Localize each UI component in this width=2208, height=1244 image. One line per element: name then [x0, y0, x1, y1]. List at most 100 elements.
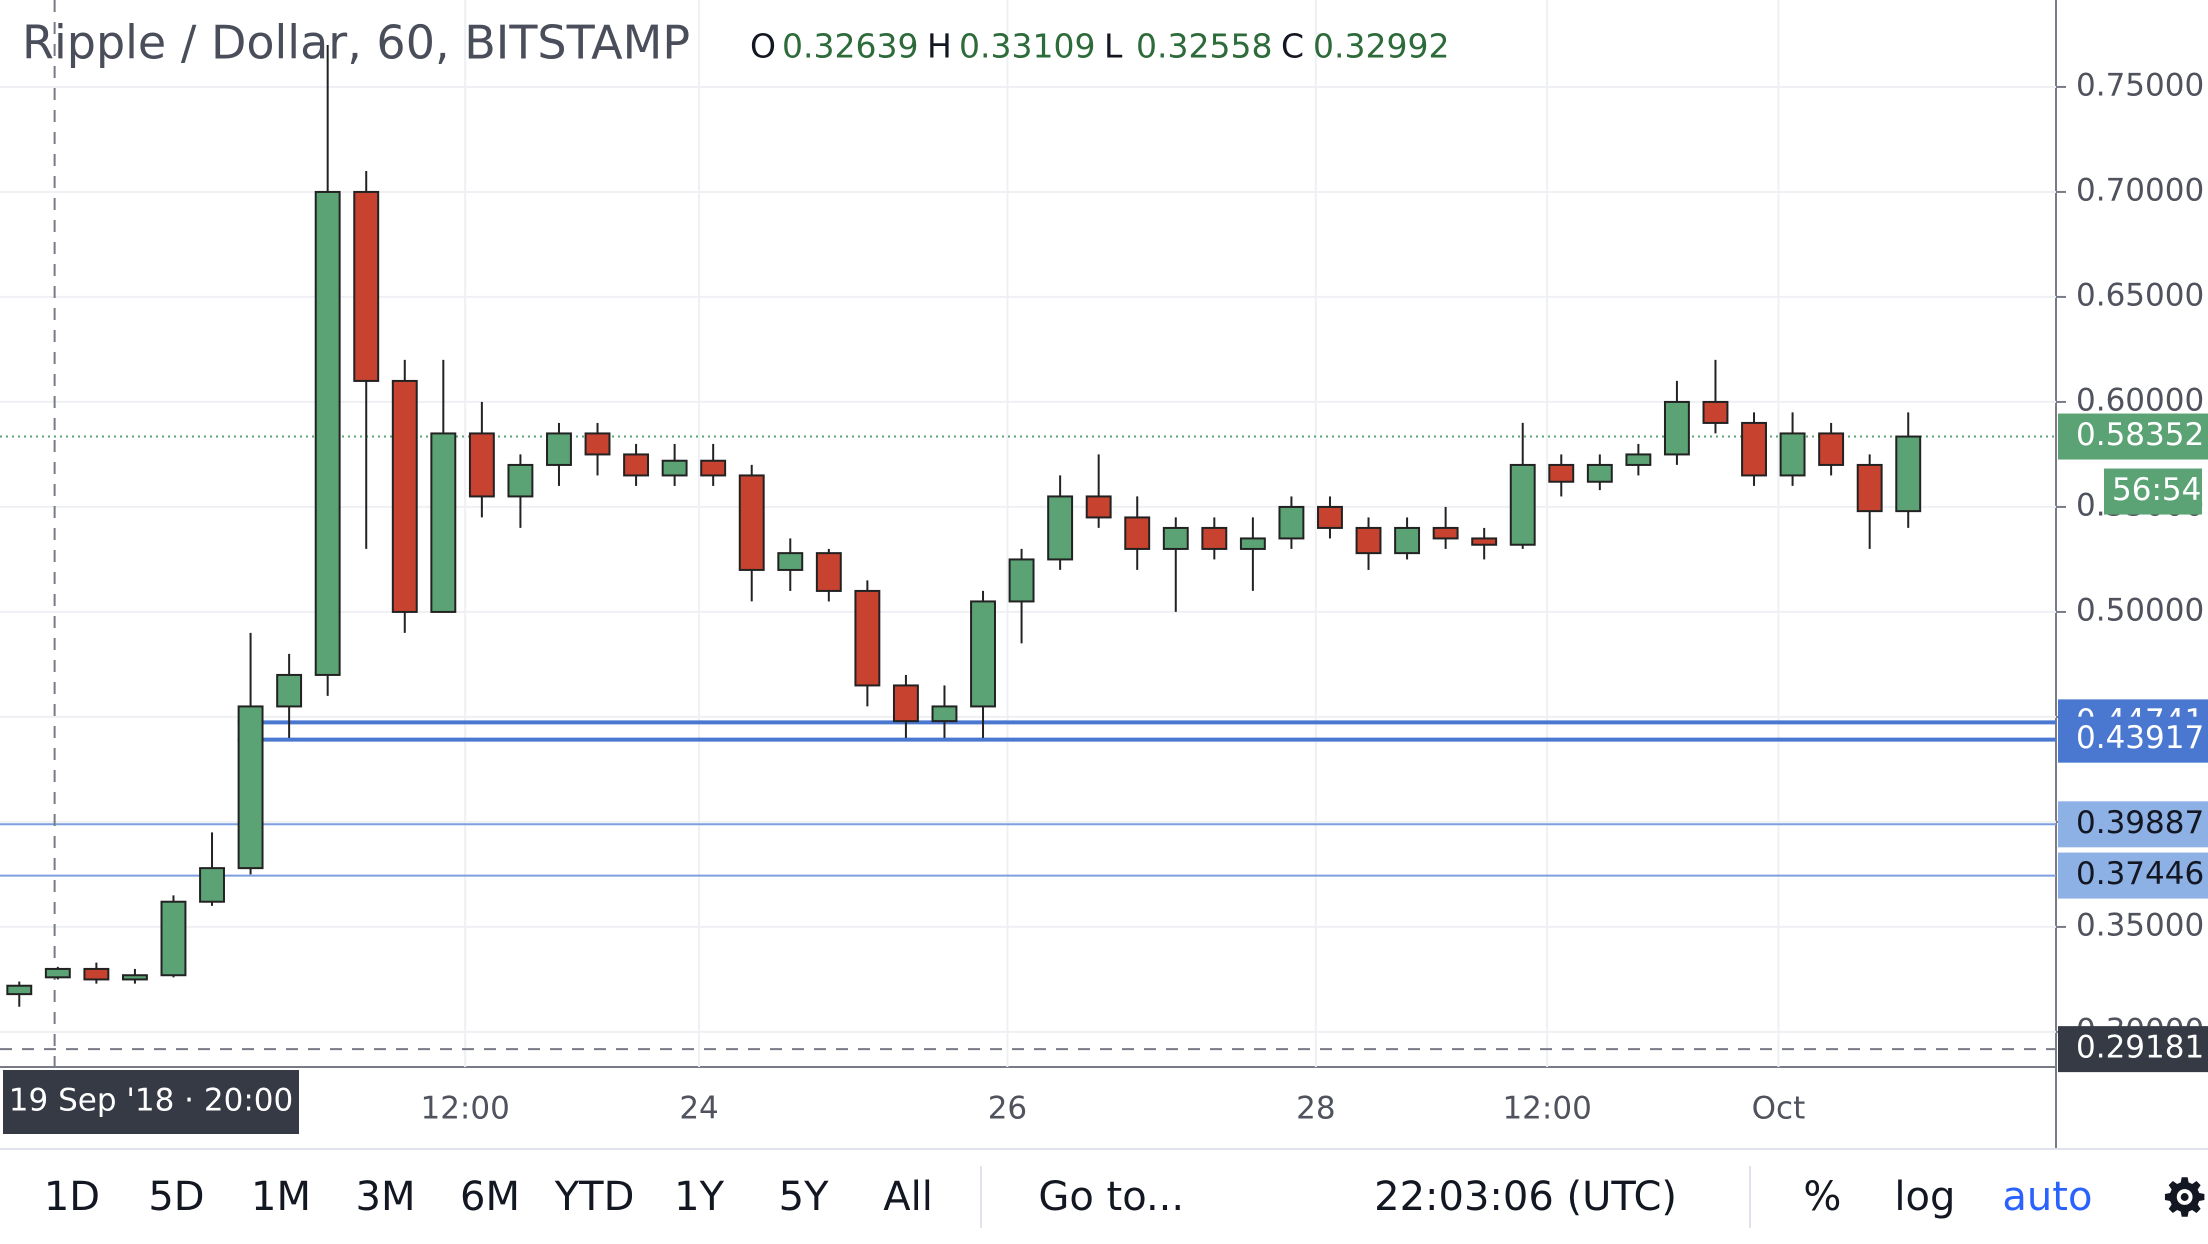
range-button[interactable]: 5Y: [778, 1174, 829, 1220]
candle-body: [276, 673, 303, 708]
candle-body: [970, 600, 996, 708]
candle-body: [1702, 400, 1729, 424]
range-button[interactable]: 1D: [43, 1174, 101, 1220]
clock: 22:03:06 (UTC): [1374, 1174, 1677, 1220]
option-button[interactable]: %: [1803, 1174, 1842, 1220]
ohlc-label: H: [927, 27, 952, 66]
last-price-label-bg: [2058, 413, 2208, 460]
candle-body: [584, 432, 611, 456]
candle-body: [353, 190, 380, 382]
candle-body: [1586, 463, 1613, 483]
candle-body: [314, 190, 341, 676]
x-tick-label: 24: [679, 1091, 718, 1127]
candle-body: [1741, 421, 1767, 477]
candle-body: [1625, 453, 1652, 466]
x-tick-label: 12:00: [1502, 1091, 1591, 1127]
candle-body: [1317, 505, 1343, 529]
x-tick-label: 12:00: [420, 1091, 509, 1127]
candle-body: [1201, 526, 1228, 550]
candle-body: [6, 984, 33, 996]
option-button[interactable]: auto: [2002, 1174, 2093, 1220]
candle-body: [700, 459, 727, 477]
candle-body: [1432, 526, 1459, 540]
candle-body: [1047, 495, 1074, 561]
x-tick-label: 28: [1296, 1091, 1335, 1127]
candle-body: [1355, 526, 1382, 555]
candle-body: [1471, 537, 1498, 546]
range-button[interactable]: YTD: [554, 1174, 635, 1220]
y-tick-label: 0.60000: [2076, 382, 2204, 418]
option-button[interactable]: log: [1894, 1174, 1956, 1220]
candle-body: [430, 432, 457, 613]
candle-body: [391, 379, 418, 613]
level-label-bg: [2058, 801, 2208, 848]
x-tick-label: Oct: [1752, 1091, 1806, 1127]
chart: 12:00 24 26 28 12:00 Oct 0.75000 0.70000 0.65000…: [0, 0, 2208, 1148]
candle-body: [546, 432, 572, 466]
chart-title: Ripple / Dollar, 60, BITSTAMP: [22, 16, 690, 70]
x-tick-label: 26: [988, 1091, 1027, 1127]
candle-body: [83, 967, 110, 981]
level-label: 0.39887: [2076, 805, 2204, 841]
candle-body: [892, 684, 919, 723]
candle-body: [1548, 463, 1575, 483]
toolbar: 1D 5D 1M 3M 6M YTD 1Y 5Y All Go to... 22:03:06 (UT…: [0, 1148, 2208, 1244]
range-button[interactable]: 6M: [460, 1174, 521, 1220]
range-button[interactable]: 3M: [355, 1174, 416, 1220]
y-tick-label: 0.75000: [2076, 67, 2204, 103]
candle-body: [1779, 432, 1806, 477]
y-tick-label: 0.70000: [2076, 172, 2204, 208]
ohlc-value: 0.32558: [1136, 27, 1272, 66]
candle-body: [199, 867, 225, 903]
candle-body: [237, 705, 264, 870]
candle-body: [1818, 432, 1845, 466]
crosshair-price-label: 0.29181: [2076, 1030, 2204, 1066]
candle-body: [815, 552, 842, 592]
crosshair-price-label-bg: [2058, 1026, 2208, 1073]
candle-body: [1085, 495, 1112, 519]
candle-body: [507, 463, 534, 498]
countdown-bg: [2104, 468, 2202, 515]
y-tick-label: 0.50000: [2076, 592, 2204, 628]
last-price-label: 0.58352: [2076, 417, 2204, 453]
candle-body: [121, 974, 148, 981]
candle-body: [1394, 526, 1421, 555]
crosshair-time-label: 19 Sep '18 · 20:00: [9, 1083, 293, 1119]
ohlc-value: 0.32992: [1313, 27, 1449, 66]
level-label-bg: [2058, 716, 2208, 763]
candle-body: [1162, 526, 1189, 550]
y-tick-label: 0.65000: [2076, 277, 2204, 313]
candle-body: [160, 900, 187, 977]
level-label: 0.37446: [2076, 856, 2204, 892]
candle-body: [661, 459, 688, 477]
separator: [1749, 1166, 1752, 1228]
candle-body: [44, 967, 71, 979]
countdown: 56:54: [2112, 472, 2201, 508]
ohlc-value: 0.33109: [959, 27, 1095, 66]
candle-body: [931, 705, 958, 723]
range-button[interactable]: 5D: [148, 1174, 205, 1220]
candle-body: [1124, 516, 1151, 550]
crosshair-time-bg: [3, 1070, 299, 1134]
separator: [980, 1166, 983, 1228]
range-button[interactable]: 1M: [251, 1174, 311, 1220]
ohlc-label: L: [1104, 27, 1123, 66]
y-tick-label: 0.35000: [2076, 907, 2204, 943]
candle-body: [468, 432, 495, 498]
candle-body: [777, 552, 804, 571]
range-button[interactable]: All: [883, 1174, 933, 1220]
candle-body: [1856, 463, 1883, 513]
settings-icon[interactable]: [2161, 1173, 2208, 1221]
ohlc-value: 0.32639: [782, 27, 918, 66]
candle-body: [1008, 558, 1035, 603]
candle-body: [1239, 537, 1266, 550]
candle-body: [623, 453, 650, 477]
goto-button[interactable]: Go to...: [1038, 1174, 1185, 1220]
candle-body: [1895, 435, 1922, 513]
level-label-bg: [2058, 852, 2208, 899]
range-button[interactable]: 1Y: [674, 1174, 725, 1220]
candle-body: [1509, 463, 1536, 546]
level-label: 0.43917: [2076, 720, 2204, 756]
ohlc-label: O: [750, 27, 776, 66]
